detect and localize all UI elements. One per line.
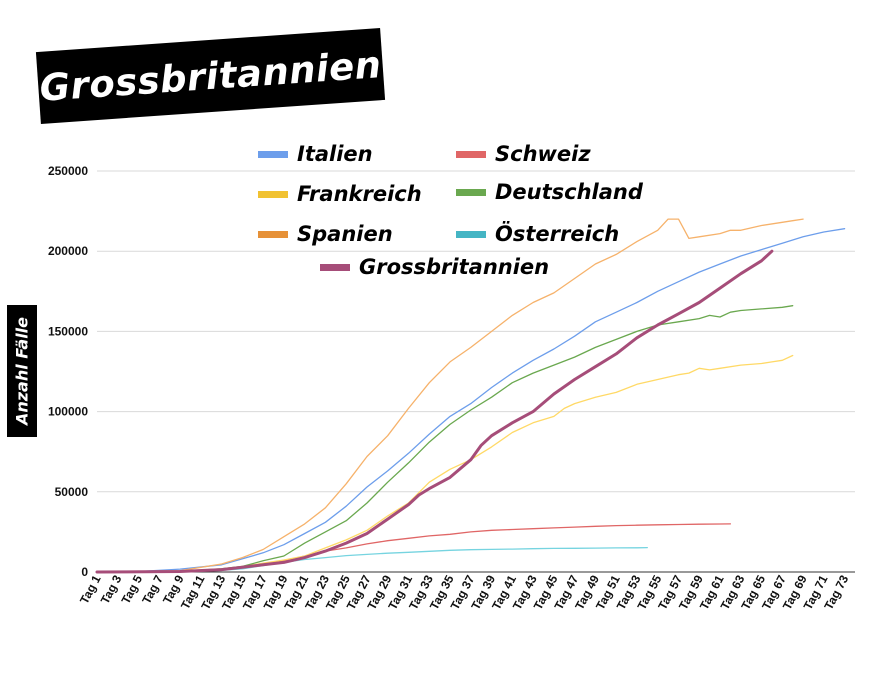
- y-tick-label: 0: [81, 565, 88, 579]
- legend-swatch-italien: [258, 150, 288, 158]
- legend-label-spanien: Spanien: [297, 222, 393, 246]
- legend-swatch-spanien: [258, 230, 288, 238]
- legend-item-italien: Italien: [258, 142, 373, 166]
- legend-swatch-frankreich: [258, 190, 288, 198]
- legend-swatch-schweiz: [456, 150, 486, 158]
- y-tick-label: 50000: [55, 485, 89, 499]
- legend-item-deutschland: Deutschland: [456, 180, 643, 204]
- legend-label-schweiz: Schweiz: [495, 142, 591, 166]
- legend-item-schweiz: Schweiz: [456, 142, 591, 166]
- legend-label-italien: Italien: [297, 142, 373, 166]
- legend-label-frankreich: Frankreich: [297, 182, 422, 206]
- legend-label-grossbritannien: Grossbritannien: [359, 255, 550, 279]
- series-line-grossbritannien: [95, 249, 774, 574]
- series-line-deutschland: [96, 305, 794, 573]
- series-line-oesterreich: [96, 546, 648, 573]
- y-tick-label: 150000: [48, 324, 88, 338]
- legend-label-deutschland: Deutschland: [495, 180, 643, 204]
- y-tick-label: 250000: [48, 164, 88, 178]
- legend-item-oesterreich: Österreich: [456, 222, 619, 246]
- series-line-spanien: [96, 218, 804, 573]
- legend-label-oesterreich: Österreich: [495, 222, 620, 246]
- series-line-frankreich: [96, 354, 794, 573]
- y-tick-label: 100000: [48, 405, 88, 419]
- series-line-italien: [96, 228, 846, 573]
- y-tick-label: 200000: [48, 244, 88, 258]
- legend-swatch-oesterreich: [456, 230, 486, 238]
- legend-swatch-deutschland: [456, 188, 486, 196]
- y-axis-label-box: Anzahl Fälle: [7, 305, 37, 437]
- legend-item-frankreich: Frankreich: [258, 182, 422, 206]
- legend-swatch-grossbritannien: [320, 263, 350, 271]
- legend-item-spanien: Spanien: [258, 222, 393, 246]
- legend-item-grossbritannien: Grossbritannien: [320, 255, 549, 279]
